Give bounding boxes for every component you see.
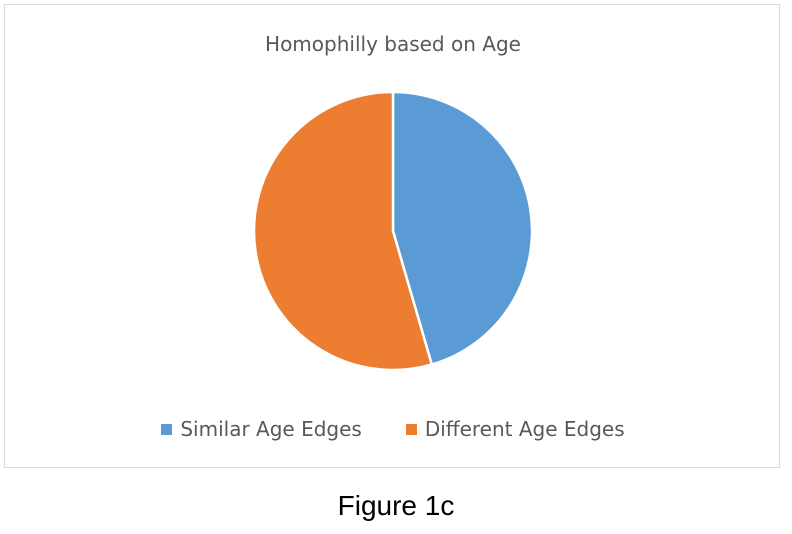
legend-item-similar: Similar Age Edges <box>161 417 362 441</box>
legend-label-different: Different Age Edges <box>424 417 625 441</box>
pie-chart <box>252 90 534 372</box>
chart-frame: Homophilly based on Age Similar Age Edge… <box>4 4 780 468</box>
pie-slices <box>252 90 534 372</box>
pie-slice-similar <box>391 90 534 366</box>
legend-swatch-similar <box>161 423 173 435</box>
chart-legend: Similar Age Edges Different Age Edges <box>5 417 781 441</box>
pie-slice-different <box>252 90 434 372</box>
legend-swatch-different <box>405 423 417 435</box>
legend-item-different: Different Age Edges <box>405 417 625 441</box>
figure-caption: Figure 1c <box>337 490 455 521</box>
chart-title: Homophilly based on Age <box>265 32 521 56</box>
legend-label-similar: Similar Age Edges <box>180 417 362 441</box>
